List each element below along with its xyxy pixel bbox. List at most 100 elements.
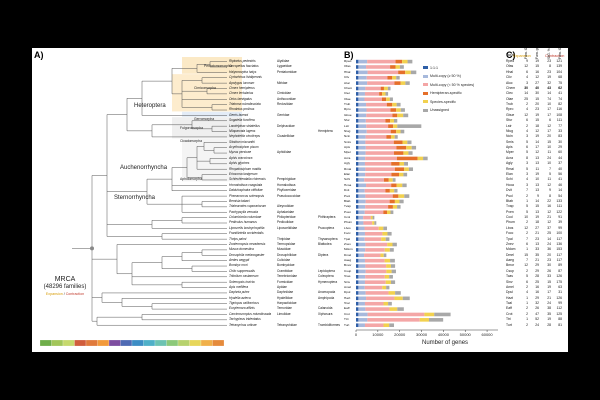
bar-Acra-1 bbox=[358, 156, 366, 161]
bar-Cliv-0 bbox=[356, 75, 359, 80]
bar-Rmai-1 bbox=[358, 167, 366, 171]
table-cell: 7 bbox=[526, 258, 528, 263]
bg-gerromorpha bbox=[182, 111, 242, 117]
table-row-taxon: Pven bbox=[506, 209, 514, 214]
species-name: Chilo suppressalis bbox=[229, 268, 255, 273]
taxon-abbr: Amel bbox=[344, 284, 352, 289]
table-cell: 99 bbox=[558, 301, 562, 306]
table-cell: 81 bbox=[558, 322, 562, 327]
bar-Phum-2 bbox=[363, 221, 373, 225]
family-name: Temoridae bbox=[277, 306, 292, 311]
table-cell: 3 bbox=[526, 171, 528, 176]
table-cell: 100 bbox=[556, 231, 562, 236]
taxon-abbr: Turt bbox=[344, 322, 350, 327]
table-cell: 31 bbox=[561, 264, 568, 267]
bar-Csup-4 bbox=[386, 269, 392, 274]
table-cell: 29 bbox=[561, 281, 568, 284]
mrca-legend-separator: / bbox=[62, 292, 66, 296]
bar-Apis-2 bbox=[365, 145, 397, 150]
table-cell: 19 bbox=[547, 317, 551, 322]
species-name: Aedes aegypti bbox=[229, 258, 250, 263]
table-row-taxon: Bmor bbox=[506, 263, 515, 268]
table-row-taxon: Btab bbox=[506, 198, 513, 203]
taxon-abbr: Tvap bbox=[344, 204, 351, 209]
table-cell: 16 bbox=[535, 290, 539, 295]
clade-cimicomorpha: Cimicomorpha bbox=[194, 86, 216, 90]
table-cell: 34 bbox=[561, 307, 568, 310]
bar-Gbue-1 bbox=[358, 113, 367, 118]
bar-Psol-2 bbox=[365, 194, 393, 198]
table-cell: 24 bbox=[561, 232, 568, 235]
bar-Znev-0 bbox=[356, 242, 359, 247]
species-name: Riptortus pedestris bbox=[229, 59, 256, 63]
table-row-taxon: Aluc bbox=[506, 80, 513, 85]
table-cell: 19 bbox=[547, 75, 551, 80]
bar-Trub-3 bbox=[386, 102, 393, 107]
table-cell: 133 bbox=[556, 198, 562, 203]
bg-auchenorrhyncha bbox=[172, 117, 242, 139]
table-cell: 36 bbox=[561, 254, 568, 257]
bar-Crot-4 bbox=[424, 312, 435, 317]
table-cell: 5 bbox=[526, 274, 528, 279]
bar-Turt-5 bbox=[389, 323, 395, 328]
taxon-abbr: Aluc bbox=[344, 80, 351, 85]
bar-Dvit-1 bbox=[358, 188, 365, 193]
bar-Clec-4 bbox=[382, 92, 386, 96]
bar-Hcoa-3 bbox=[391, 183, 397, 188]
species-name: Nilaparvata lugens bbox=[229, 128, 256, 133]
table-cell: 14 bbox=[547, 91, 551, 96]
table-cell: 13 bbox=[535, 161, 539, 166]
bar-Dpul-0 bbox=[356, 291, 359, 295]
species-name: Oncopeltus fasciatus bbox=[229, 64, 259, 69]
species-name: Tachypleus tridentatus bbox=[229, 317, 261, 322]
table-cell: 112 bbox=[556, 306, 562, 311]
bar-Rpro-4 bbox=[396, 108, 401, 112]
family-name: Pemphigidae bbox=[277, 177, 296, 182]
bar-Clec-5 bbox=[385, 92, 389, 96]
bar-Schi-4 bbox=[388, 178, 393, 182]
bar-Ncin-2 bbox=[365, 135, 387, 139]
species-name: Tribolium castaneum bbox=[229, 274, 259, 279]
bar-Apis-1 bbox=[358, 145, 366, 150]
table-row-taxon: Cliv bbox=[506, 75, 512, 80]
table-cell: 12 bbox=[535, 75, 539, 80]
bar-Btab-0 bbox=[356, 199, 359, 204]
taxon-abbr: Pven bbox=[344, 209, 352, 214]
legend-swatch bbox=[423, 108, 428, 112]
bar-Ccol-4 bbox=[370, 215, 373, 220]
bar-Gbue-2 bbox=[366, 113, 393, 118]
family-name: Drosophilidae bbox=[277, 252, 297, 257]
species-name: Tetranychus urticae bbox=[229, 322, 257, 327]
table-cell: 39 bbox=[558, 220, 562, 225]
bar-Olae-3 bbox=[381, 97, 387, 102]
table-row-taxon: Rpro bbox=[506, 107, 514, 112]
table-row-taxon: Acra bbox=[506, 155, 513, 160]
family-name: Cimicidae bbox=[277, 91, 291, 96]
family-name: Liposcelididae bbox=[277, 225, 298, 230]
bar-Tcas-1 bbox=[358, 275, 366, 279]
table-row-taxon: Apis bbox=[506, 145, 513, 150]
table-cell: 28 bbox=[561, 151, 568, 154]
bar-Ttri-0 bbox=[356, 318, 359, 322]
bar-Pven-5 bbox=[390, 210, 394, 215]
x-tick-label: 10000 bbox=[372, 332, 384, 337]
family-name: Homalodisca bbox=[277, 182, 296, 187]
species-name: Homalodisca coagulata bbox=[229, 182, 263, 187]
bar-Tvap-5 bbox=[397, 205, 401, 209]
table-column-header: Fam. ID bbox=[558, 48, 562, 59]
bar-Dvit-3 bbox=[385, 188, 390, 193]
legend-swatch bbox=[423, 74, 428, 78]
bar-Gbue-0 bbox=[356, 113, 359, 118]
table-cell: 14 bbox=[524, 91, 528, 96]
table-cell: 30 bbox=[547, 263, 551, 268]
bar-Olae-0 bbox=[356, 97, 359, 102]
table-cell: 16 bbox=[535, 284, 539, 289]
bar-Schi-5 bbox=[392, 178, 396, 182]
bar-Rpro-3 bbox=[390, 108, 397, 112]
table-cell: 122 bbox=[556, 209, 562, 214]
table-cell: 22 bbox=[561, 313, 568, 316]
bar-Tvap-0 bbox=[356, 205, 359, 209]
table-cell: 30 bbox=[524, 85, 528, 90]
table-cell: 47 bbox=[561, 173, 568, 176]
bar-Lstr-0 bbox=[356, 124, 359, 128]
